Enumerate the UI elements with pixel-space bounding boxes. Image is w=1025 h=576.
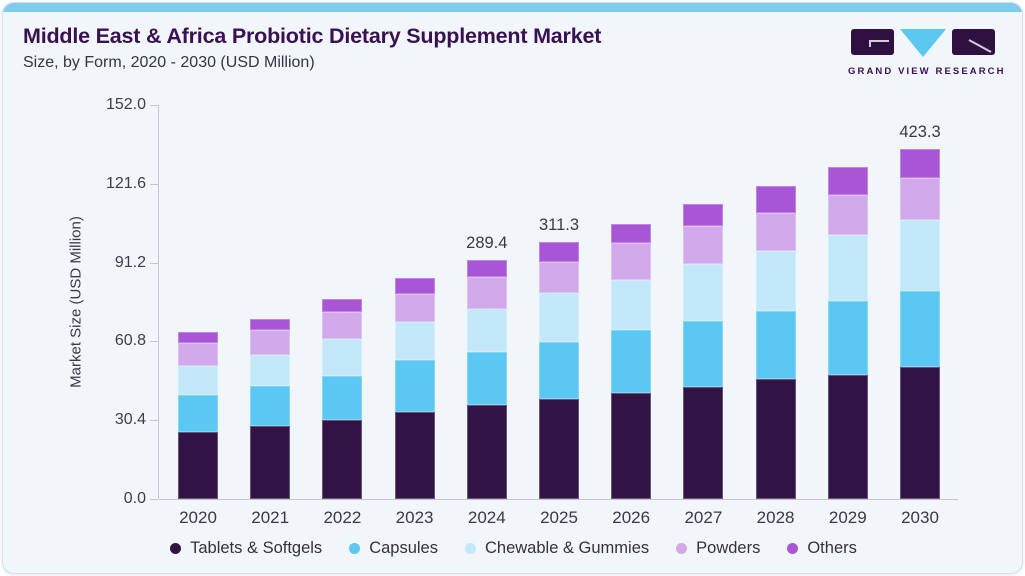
legend-item-tablets-softgels: Tablets & Softgels (170, 539, 322, 558)
chart-legend: Tablets & Softgels Capsules Chewable & Gum… (3, 539, 1022, 558)
chart-title: Middle East & Africa Probiotic Dietary S… (23, 24, 602, 48)
top-accent-bar (3, 3, 1022, 12)
legend-label: Tablets & Softgels (190, 539, 323, 557)
legend-item-others: Others (787, 539, 857, 558)
legend-dot-icon (787, 543, 799, 554)
legend-item-chewable-gummies: Chewable & Gummies (464, 539, 650, 558)
legend-label: Capsules (369, 539, 438, 557)
legend-item-capsules: Capsules (349, 539, 438, 558)
legend-dot-icon (464, 543, 476, 554)
gvr-logo-icon (851, 29, 995, 57)
legend-dot-icon (170, 543, 182, 554)
legend-dot-icon (676, 543, 688, 554)
legend-label: Powders (696, 539, 761, 557)
legend-label: Chewable & Gummies (484, 539, 650, 557)
legend-item-powders: Powders (676, 539, 760, 558)
logo-wordmark: GRAND VIEW RESEARCH (848, 66, 1006, 77)
legend-dot-icon (349, 543, 361, 554)
chart-subtitle: Size, by Form, 2020 - 2030 (USD Million) (23, 54, 315, 71)
legend-label: Others (807, 539, 857, 557)
grand-view-research-logo: GRAND VIEW RESEARCH (848, 27, 1006, 77)
